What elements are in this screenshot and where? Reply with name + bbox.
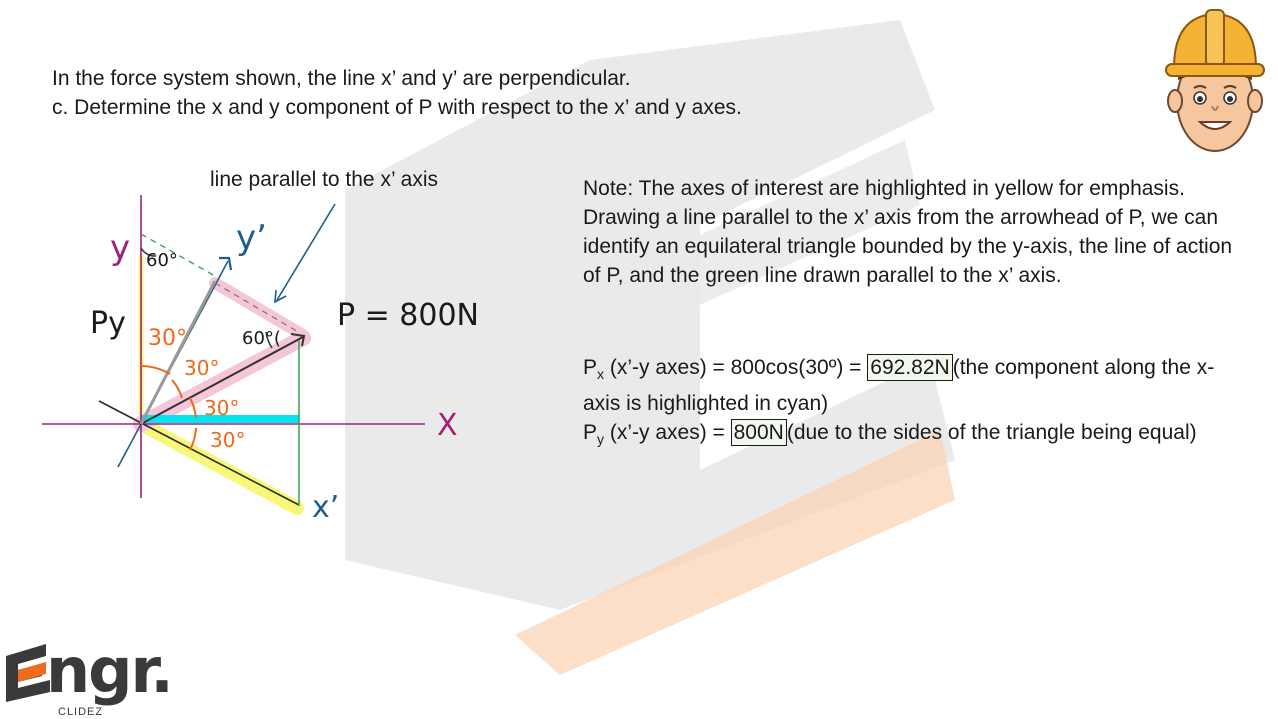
angle-30-label-c: 30° bbox=[204, 396, 240, 420]
brand-logo-subtitle: CLIDEZ bbox=[58, 706, 104, 718]
angle-30-label-a: 30° bbox=[148, 326, 187, 351]
brand-logo-text: ngr. bbox=[46, 634, 174, 707]
angle-arc-1 bbox=[171, 379, 183, 399]
triangle-side-highlight bbox=[209, 277, 309, 341]
y-prime-arrowhead bbox=[219, 256, 233, 271]
px-result: Px (x’-y axes) = 800cos(30º) = 692.82N (t… bbox=[583, 354, 1215, 416]
angle-arc-60 bbox=[265, 331, 273, 349]
angle-arc-y bbox=[140, 365, 171, 375]
angle-arc-60-top bbox=[140, 247, 157, 257]
x-prime-axis bbox=[98, 400, 300, 506]
px-answer-box: 692.82N bbox=[867, 354, 953, 381]
y-prime-component bbox=[139, 280, 217, 425]
callout-label: line parallel to the x’ axis bbox=[210, 168, 439, 191]
engineer-mascot-icon bbox=[1165, 9, 1265, 152]
brand-logo-icon bbox=[6, 644, 50, 702]
question-line-2: c. Determine the x and y component of P … bbox=[52, 96, 742, 119]
callout-arrow bbox=[276, 203, 336, 301]
note-text: Note: The axes of interest are highlight… bbox=[583, 177, 1233, 287]
x-prime-axis-label: x’ bbox=[312, 490, 340, 525]
x-axis-label: X bbox=[437, 408, 458, 443]
results: Px (x’-y axes) = 800cos(30º) = 692.82N (t… bbox=[583, 353, 1243, 454]
question-text: In the force system shown, the line x’ a… bbox=[52, 64, 742, 122]
x-prime-axis-highlight bbox=[134, 417, 304, 515]
py-answer-box: 800N bbox=[730, 419, 787, 447]
y-axis-label: y bbox=[110, 228, 131, 268]
angle-arc-2 bbox=[189, 397, 197, 419]
dashed-line-top bbox=[140, 233, 216, 277]
py-result: Py (x’-y axes) = 800N (due to the sides o… bbox=[583, 419, 1197, 448]
angle-30-label-d: 30° bbox=[210, 428, 246, 452]
callout-arrowhead bbox=[274, 289, 287, 304]
dashed-line-side bbox=[214, 282, 301, 334]
force-p-line bbox=[140, 336, 304, 425]
y-prime-axis-label: y’ bbox=[236, 218, 267, 258]
angle-60-top-label: 60° bbox=[146, 250, 178, 271]
force-p-label: P = 800N bbox=[337, 298, 480, 333]
question-line-1: In the force system shown, the line x’ a… bbox=[52, 67, 631, 90]
angle-60-right-label: 60°( bbox=[242, 328, 281, 349]
angle-arc-3 bbox=[189, 427, 197, 451]
py-label: Py bbox=[90, 306, 126, 341]
angle-30-label-b: 30° bbox=[184, 356, 220, 380]
force-p-arrowhead bbox=[290, 333, 306, 347]
